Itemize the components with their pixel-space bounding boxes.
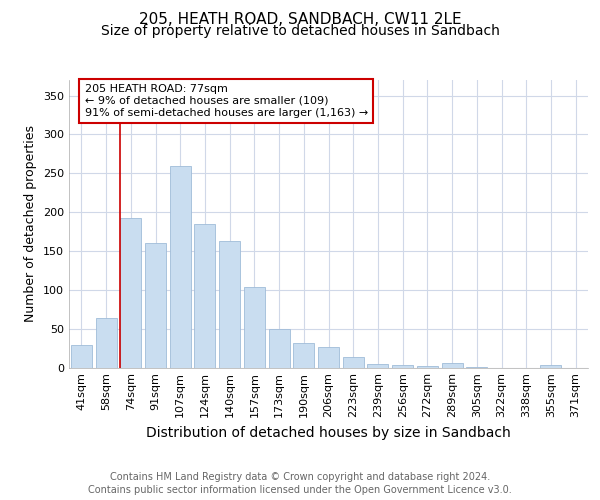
- Bar: [417, 366, 438, 368]
- Bar: [120, 218, 141, 368]
- Text: 205, HEATH ROAD, SANDBACH, CW11 2LE: 205, HEATH ROAD, SANDBACH, CW11 2LE: [139, 12, 461, 28]
- Text: Contains public sector information licensed under the Open Government Licence v3: Contains public sector information licen…: [88, 485, 512, 495]
- Bar: [95, 318, 116, 368]
- Bar: [541, 365, 562, 368]
- Text: Contains HM Land Registry data © Crown copyright and database right 2024.: Contains HM Land Registry data © Crown c…: [110, 472, 490, 482]
- Bar: [343, 358, 364, 368]
- Bar: [442, 363, 463, 368]
- X-axis label: Distribution of detached houses by size in Sandbach: Distribution of detached houses by size …: [146, 426, 511, 440]
- Bar: [392, 365, 413, 368]
- Bar: [219, 241, 240, 368]
- Bar: [466, 366, 487, 368]
- Bar: [145, 243, 166, 368]
- Bar: [194, 224, 215, 368]
- Bar: [71, 345, 92, 368]
- Bar: [244, 288, 265, 368]
- Bar: [367, 364, 388, 368]
- Y-axis label: Number of detached properties: Number of detached properties: [25, 125, 37, 322]
- Text: Size of property relative to detached houses in Sandbach: Size of property relative to detached ho…: [101, 24, 499, 38]
- Bar: [269, 330, 290, 368]
- Bar: [170, 166, 191, 368]
- Text: 205 HEATH ROAD: 77sqm
← 9% of detached houses are smaller (109)
91% of semi-deta: 205 HEATH ROAD: 77sqm ← 9% of detached h…: [85, 84, 368, 117]
- Bar: [318, 346, 339, 368]
- Bar: [293, 344, 314, 367]
